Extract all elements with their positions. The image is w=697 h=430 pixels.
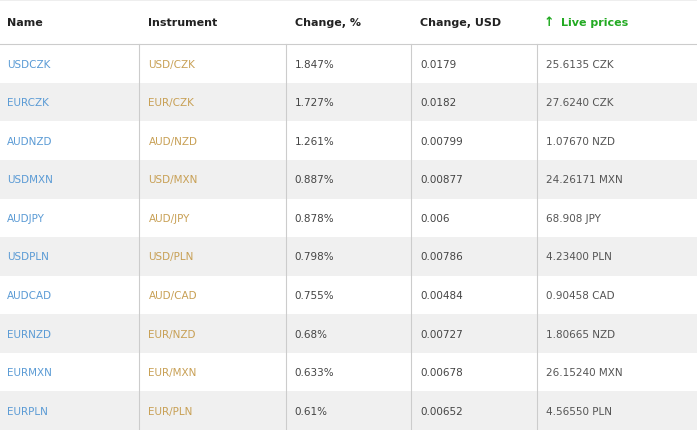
Text: USD/MXN: USD/MXN xyxy=(148,175,198,185)
Text: 0.00799: 0.00799 xyxy=(420,136,463,146)
Text: 1.80665 NZD: 1.80665 NZD xyxy=(546,329,615,339)
Bar xyxy=(0,199,697,237)
Text: EUR/MXN: EUR/MXN xyxy=(148,367,197,377)
Bar xyxy=(0,276,697,314)
Text: USDPLN: USDPLN xyxy=(7,252,49,262)
Text: 25.6135 CZK: 25.6135 CZK xyxy=(546,59,613,69)
Text: 1.847%: 1.847% xyxy=(295,59,335,69)
Text: 0.00727: 0.00727 xyxy=(420,329,463,339)
Text: 4.56550 PLN: 4.56550 PLN xyxy=(546,406,612,416)
Text: 68.908 JPY: 68.908 JPY xyxy=(546,213,601,223)
Text: 4.23400 PLN: 4.23400 PLN xyxy=(546,252,612,262)
Text: 0.755%: 0.755% xyxy=(295,290,335,300)
Bar xyxy=(0,391,697,430)
Text: 0.00652: 0.00652 xyxy=(420,406,463,416)
Text: Name: Name xyxy=(7,18,43,28)
Text: AUDJPY: AUDJPY xyxy=(7,213,45,223)
Text: AUD/CAD: AUD/CAD xyxy=(148,290,197,300)
Bar xyxy=(0,353,697,391)
Text: Live prices: Live prices xyxy=(561,18,628,28)
Text: USDMXN: USDMXN xyxy=(7,175,53,185)
Text: EURCZK: EURCZK xyxy=(7,98,49,108)
Text: AUDCAD: AUDCAD xyxy=(7,290,52,300)
Text: 0.633%: 0.633% xyxy=(295,367,335,377)
Text: 0.68%: 0.68% xyxy=(295,329,328,339)
Text: Change, USD: Change, USD xyxy=(420,18,501,28)
Text: EUR/CZK: EUR/CZK xyxy=(148,98,194,108)
Bar xyxy=(0,122,697,160)
Bar xyxy=(0,237,697,276)
Text: AUD/JPY: AUD/JPY xyxy=(148,213,190,223)
Text: ↑: ↑ xyxy=(544,16,554,29)
Bar xyxy=(0,83,697,122)
Text: 0.006: 0.006 xyxy=(420,213,450,223)
Text: 0.798%: 0.798% xyxy=(295,252,335,262)
Text: AUDNZD: AUDNZD xyxy=(7,136,52,146)
Text: 0.887%: 0.887% xyxy=(295,175,335,185)
Text: 1.07670 NZD: 1.07670 NZD xyxy=(546,136,615,146)
Text: 0.00678: 0.00678 xyxy=(420,367,463,377)
Text: Change, %: Change, % xyxy=(295,18,361,28)
Text: 0.878%: 0.878% xyxy=(295,213,335,223)
Text: EUR/PLN: EUR/PLN xyxy=(148,406,193,416)
Text: 0.61%: 0.61% xyxy=(295,406,328,416)
Text: 0.00786: 0.00786 xyxy=(420,252,463,262)
Text: 0.0179: 0.0179 xyxy=(420,59,457,69)
Text: 26.15240 MXN: 26.15240 MXN xyxy=(546,367,622,377)
Text: USDCZK: USDCZK xyxy=(7,59,50,69)
Text: USD/CZK: USD/CZK xyxy=(148,59,195,69)
Bar xyxy=(0,160,697,199)
Text: EUR/NZD: EUR/NZD xyxy=(148,329,196,339)
Text: EURMXN: EURMXN xyxy=(7,367,52,377)
Text: AUD/NZD: AUD/NZD xyxy=(148,136,197,146)
Text: Instrument: Instrument xyxy=(148,18,217,28)
Text: EURPLN: EURPLN xyxy=(7,406,48,416)
Text: 1.727%: 1.727% xyxy=(295,98,335,108)
Text: 1.261%: 1.261% xyxy=(295,136,335,146)
Bar xyxy=(0,45,697,83)
Text: 0.00877: 0.00877 xyxy=(420,175,463,185)
Text: 0.00484: 0.00484 xyxy=(420,290,463,300)
Bar xyxy=(0,314,697,353)
Text: 0.90458 CAD: 0.90458 CAD xyxy=(546,290,614,300)
Text: EURNZD: EURNZD xyxy=(7,329,51,339)
Text: 27.6240 CZK: 27.6240 CZK xyxy=(546,98,613,108)
Text: 0.0182: 0.0182 xyxy=(420,98,457,108)
Text: 24.26171 MXN: 24.26171 MXN xyxy=(546,175,622,185)
Text: USD/PLN: USD/PLN xyxy=(148,252,194,262)
